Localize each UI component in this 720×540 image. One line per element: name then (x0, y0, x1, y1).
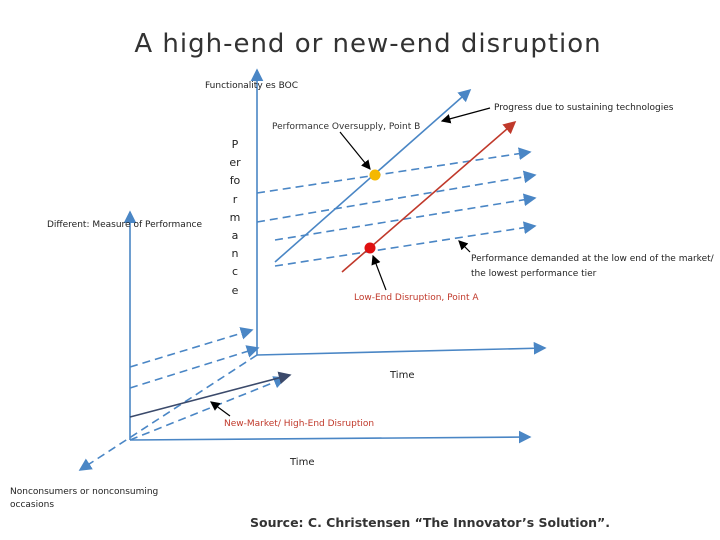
axis (129, 430, 532, 444)
dashed-line (129, 345, 260, 389)
dashed-line (129, 327, 254, 368)
dashed-line (129, 376, 287, 441)
dashed-line (274, 221, 537, 267)
vertical-label: Performance (229, 138, 241, 297)
axis (78, 354, 258, 471)
label: Nonconsumers or nonconsuming (10, 487, 158, 497)
label: Different: Measure of Performance (47, 220, 202, 230)
annotation-arrow (458, 240, 471, 253)
label: New-Market/ High-End Disruption (224, 419, 374, 429)
label: Low-End Disruption, Point A (354, 293, 479, 303)
dashed-line (256, 147, 532, 194)
dashed-line (256, 170, 537, 223)
point-b (369, 169, 381, 181)
point-a (364, 242, 376, 254)
label: the lowest performance tier (471, 269, 597, 279)
annotation-arrow (371, 254, 387, 291)
annotation-arrow (339, 131, 371, 170)
annotation-arrow (440, 107, 491, 124)
label: occasions (10, 500, 54, 510)
label: Performance demanded at the low end of t… (471, 254, 715, 264)
new-market-line (129, 371, 292, 418)
axis (256, 341, 547, 356)
label: Functionality es BOC (205, 81, 298, 91)
dashed-line (274, 193, 537, 241)
label: Performance Oversupply, Point B (272, 122, 420, 132)
label: Time (289, 457, 314, 468)
label: Time (389, 370, 414, 381)
label: Progress due to sustaining technologies (494, 103, 674, 113)
title: A high-end or new-end disruption (134, 29, 601, 59)
annotation-arrow (210, 401, 231, 417)
source: Source: C. Christensen “The Innovator’s … (250, 515, 610, 530)
